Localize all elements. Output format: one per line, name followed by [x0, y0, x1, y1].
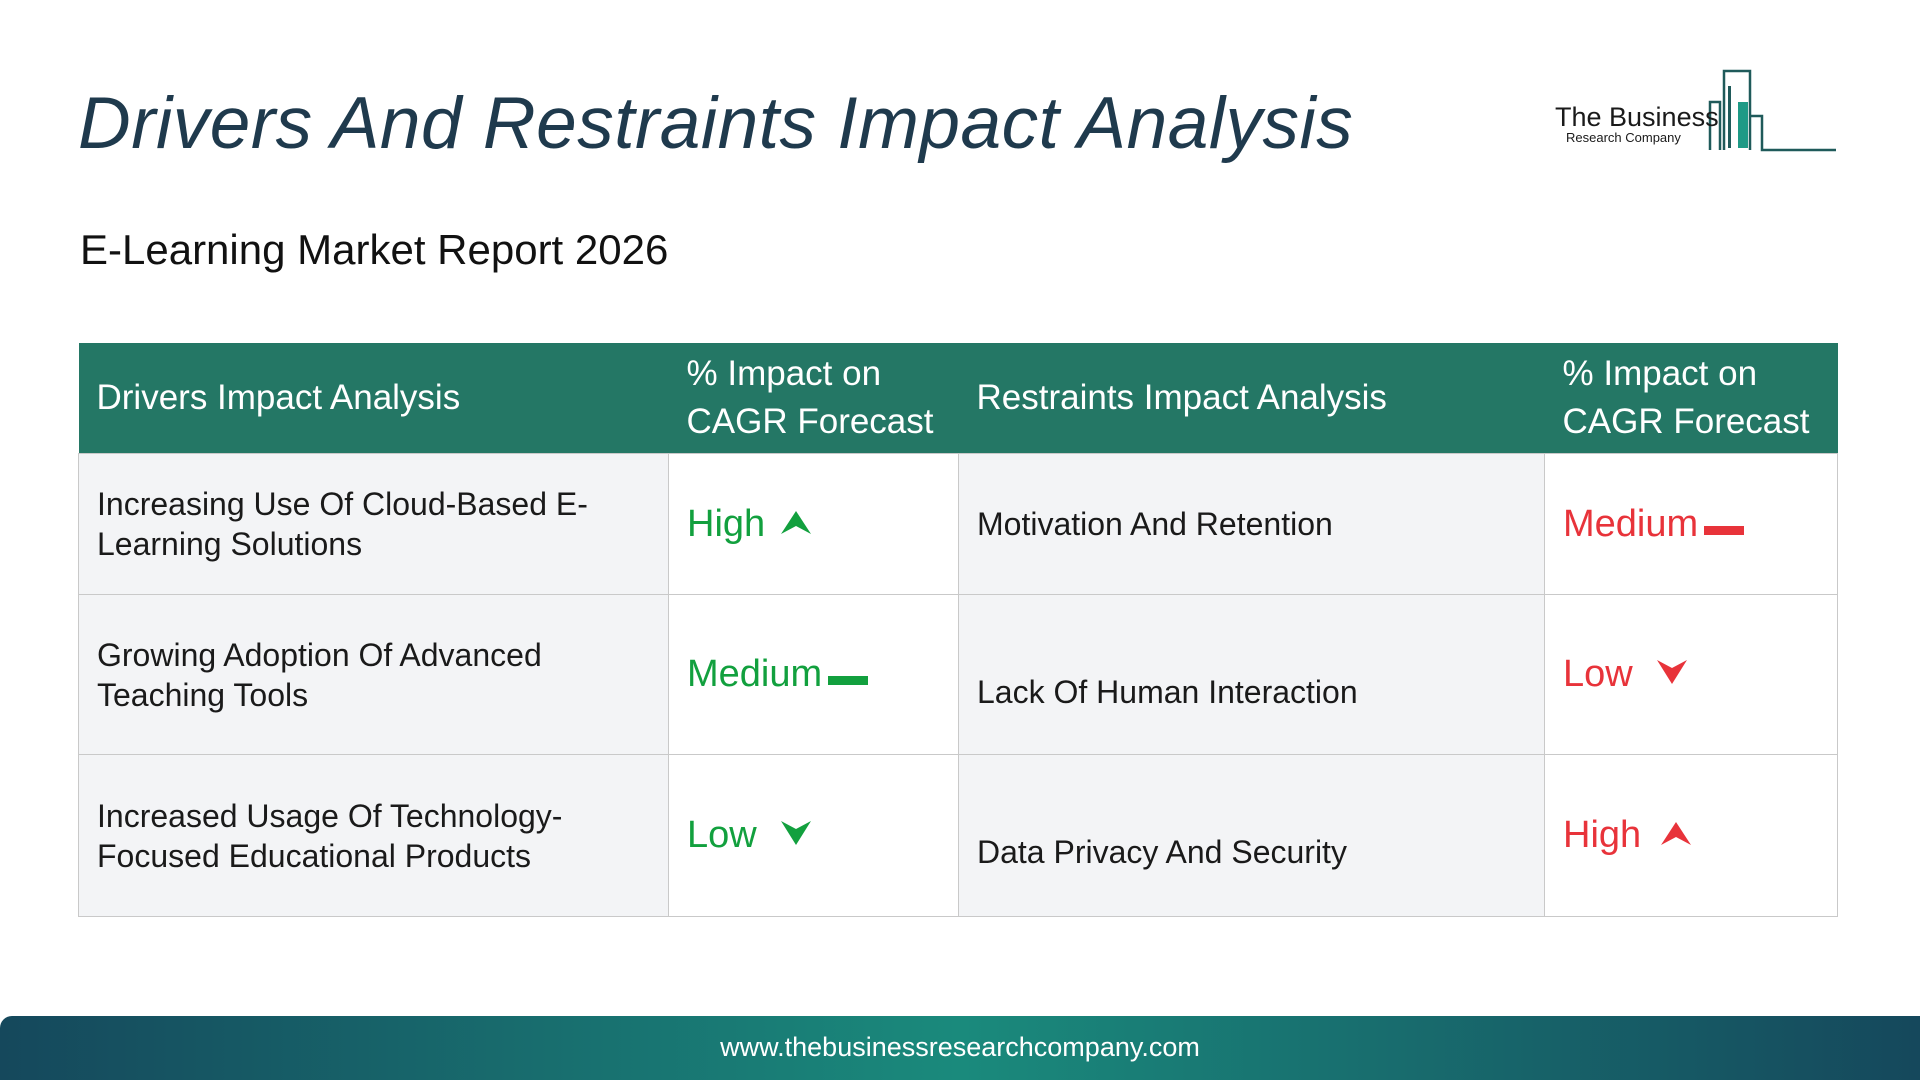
arrow-up-icon: [779, 504, 813, 544]
restraint-name: Lack Of Human Interaction: [958, 594, 1545, 755]
table-row: Growing Adoption Of Advanced Teaching To…: [78, 594, 1838, 755]
restraints-header: Restraints Impact Analysis: [958, 343, 1545, 454]
impact-level: High: [687, 502, 766, 545]
page-title: Drivers And Restraints Impact Analysis: [78, 83, 1354, 164]
dash-icon: [828, 654, 869, 694]
driver-impact: High: [668, 453, 959, 595]
arrow-down-icon: [779, 815, 813, 855]
impact-level: Medium: [1563, 502, 1699, 545]
logo-name: The Business: [1555, 102, 1719, 132]
drivers-header: Drivers Impact Analysis: [78, 343, 669, 454]
driver-impact: Medium: [668, 594, 959, 755]
restraint-name: Data Privacy And Security: [958, 754, 1545, 917]
dash-icon: [1704, 504, 1745, 544]
report-subtitle: E-Learning Market Report 2026: [80, 226, 669, 273]
driver-name: Growing Adoption Of Advanced Teaching To…: [78, 594, 669, 755]
restraint-impact: Low: [1544, 594, 1838, 755]
driver-impact-header: % Impact on CAGR Forecast: [668, 343, 959, 454]
table-header-row: Drivers Impact Analysis % Impact on CAGR …: [78, 343, 1838, 454]
table-row: Increased Usage Of Technology-Focused Ed…: [78, 754, 1838, 917]
arrow-up-icon: [1659, 815, 1693, 855]
driver-name: Increasing Use Of Cloud-Based E-Learning…: [78, 453, 669, 595]
footer-bar: www.thebusinessresearchcompany.com: [0, 1016, 1920, 1080]
impact-level: Low: [1563, 653, 1633, 695]
impact-level: High: [1563, 814, 1642, 856]
impact-table: Drivers Impact Analysis % Impact on CAGR …: [78, 343, 1838, 917]
table-row: Increasing Use Of Cloud-Based E-Learning…: [78, 453, 1838, 595]
driver-name: Increased Usage Of Technology-Focused Ed…: [78, 754, 669, 917]
company-logo: The Business Research Company: [1552, 66, 1842, 156]
restraint-name: Motivation And Retention: [958, 453, 1545, 595]
restraint-impact-header: % Impact on CAGR Forecast: [1544, 343, 1838, 454]
restraint-impact: Medium: [1544, 453, 1838, 595]
driver-impact: Low: [668, 754, 959, 917]
logo-buildings-icon: [1708, 69, 1836, 152]
restraint-impact: High: [1544, 754, 1838, 917]
arrow-down-icon: [1655, 654, 1689, 694]
impact-level: Medium: [687, 653, 823, 695]
footer-website-link[interactable]: www.thebusinessresearchcompany.com: [720, 1032, 1200, 1062]
impact-level: Low: [687, 814, 757, 856]
logo-tagline: Research Company: [1566, 130, 1681, 145]
